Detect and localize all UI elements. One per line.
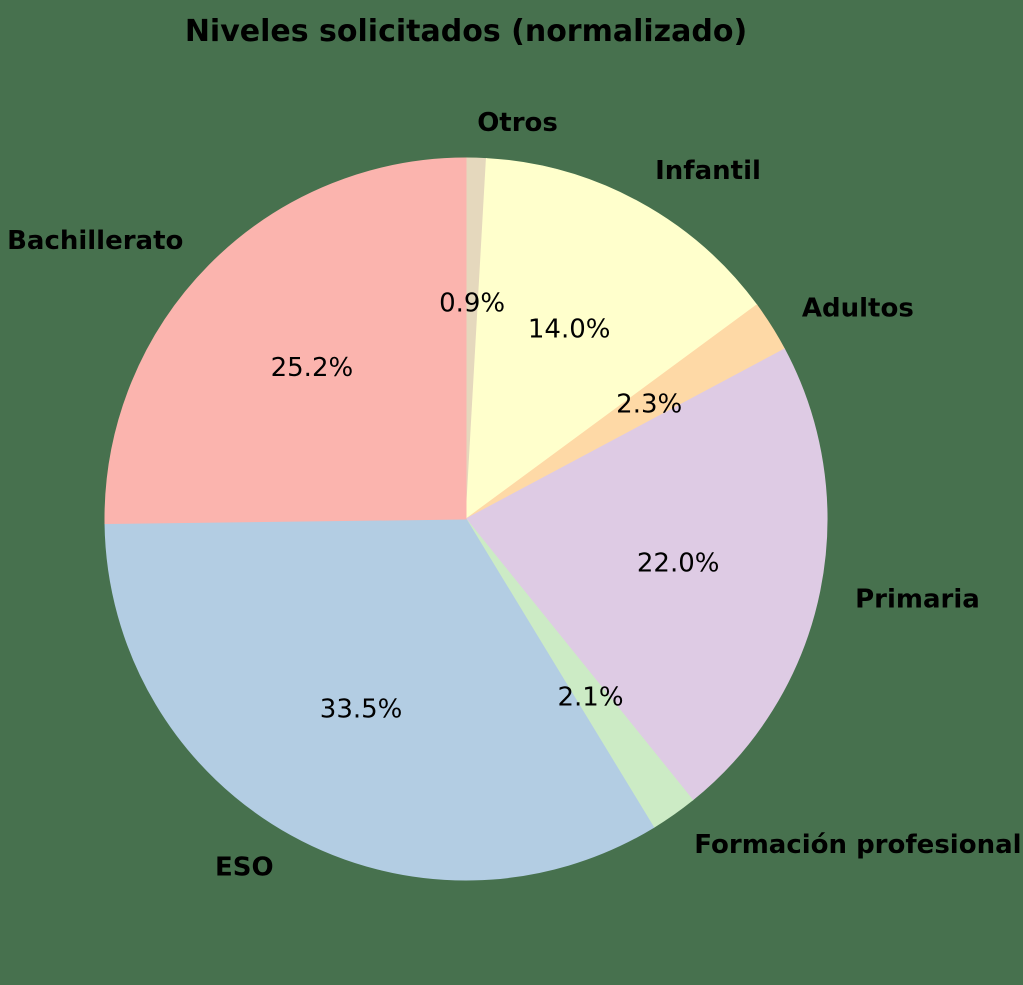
- pie-label-infantil: Infantil: [655, 156, 761, 186]
- pie-pct-label-formaci-n-profesional: 2.1%: [557, 682, 623, 712]
- pie-pct-label-otros: 0.9%: [439, 289, 505, 319]
- pie-label-adultos: Adultos: [802, 293, 914, 323]
- pie-pct-label-eso: 33.5%: [320, 695, 403, 725]
- pie-label-bachillerato: Bachillerato: [7, 226, 183, 256]
- pie-slice-infantil: [465, 158, 758, 521]
- pie-pct-label-adultos: 2.3%: [616, 390, 682, 420]
- pie-label-primaria: Primaria: [855, 584, 980, 614]
- pie-label-eso: ESO: [215, 853, 274, 883]
- pie-slice-eso: [104, 518, 655, 881]
- pie-slice-primaria: [465, 348, 828, 801]
- pie-slices: [104, 157, 828, 881]
- pie-slice-bachillerato: [104, 157, 467, 525]
- pie-label-formaci-n-profesional: Formación profesional: [694, 830, 1021, 860]
- pie-label-otros: Otros: [477, 108, 558, 138]
- chart-title: Niveles solicitados (normalizado): [185, 14, 747, 49]
- pie-pct-label-infantil: 14.0%: [528, 315, 611, 345]
- pie-labels: 0.9% Otros 14.0% Infantil 2.3% Adultos 22.0% Pr…: [7, 108, 1021, 882]
- pie-pct-label-bachillerato: 25.2%: [271, 353, 354, 383]
- pie-pct-label-primaria: 22.0%: [637, 548, 720, 578]
